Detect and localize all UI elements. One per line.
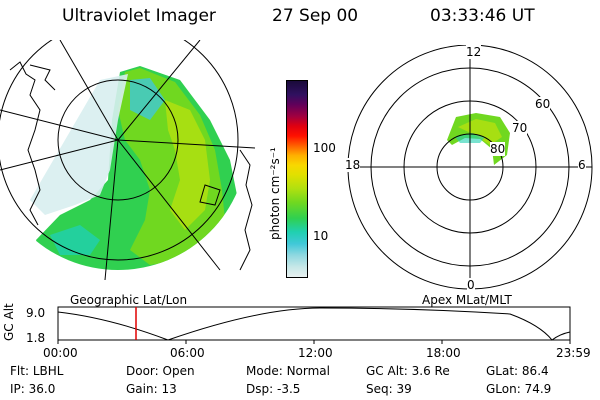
info-flt: Flt: LBHL (10, 364, 64, 378)
mlat-label-60: 60 (535, 97, 551, 111)
colorbar-tick-10: 10 (313, 229, 329, 243)
date-label: 27 Sep 00 (272, 6, 359, 26)
timeline-xtick-1: 06:00 (170, 346, 205, 360)
lat-lon-grid (0, 40, 256, 281)
time-label: 03:33:46 UT (430, 6, 535, 26)
geographic-image (0, 40, 256, 281)
apex-caption: Apex MLat/MLT (422, 293, 512, 307)
timeline-ylabel: GC Alt (2, 303, 16, 341)
info-mode: Mode: Normal (246, 364, 330, 378)
info-dsp: Dsp: -3.5 (246, 382, 301, 396)
mlt-label-18: 18 (345, 158, 361, 172)
info-door: Door: Open (126, 364, 195, 378)
mlt-label-12: 12 (466, 45, 482, 59)
timeline-ticks (57, 340, 571, 344)
timeline-ybottom: 1.8 (26, 331, 46, 345)
colorbar-tick-100: 100 (313, 141, 336, 155)
timeline-xtick-2: 12:00 (298, 346, 333, 360)
info-glon: GLon: 74.9 (486, 382, 552, 396)
info-gain: Gain: 13 (126, 382, 177, 396)
timeline-xtick-4: 23:59 (556, 346, 591, 360)
info-ip: IP: 36.0 (10, 382, 56, 396)
mlat-label-80: 80 (490, 142, 506, 156)
mlt-label-0: 0 (467, 278, 475, 292)
polar-mlat-mlt-plot (347, 45, 593, 290)
polar-grid (347, 45, 593, 290)
info-gc-alt: GC Alt: 3.6 Re (366, 364, 450, 378)
color-scale-bar (286, 80, 308, 278)
mlt-label-6: 6 (578, 158, 586, 172)
geographic-caption: Geographic Lat/Lon (70, 293, 188, 307)
timeline-ytop: 9.0 (26, 306, 46, 320)
info-glat: GLat: 86.4 (486, 364, 549, 378)
colorbar-unit-label: photon cm⁻²s⁻¹ (268, 147, 282, 240)
timeline-xtick-3: 18:00 (426, 346, 461, 360)
gc-altitude-timeline (57, 306, 571, 344)
timeline-xtick-0: 00:00 (43, 346, 78, 360)
mlat-label-70: 70 (512, 121, 528, 135)
auroral-emission-map (30, 66, 240, 270)
info-seq: Seq: 39 (366, 382, 412, 396)
timeline-frame (57, 306, 571, 341)
instrument-title: Ultraviolet Imager (62, 6, 216, 26)
altitude-curve (57, 307, 571, 341)
auroral-oval-emission (447, 113, 510, 165)
